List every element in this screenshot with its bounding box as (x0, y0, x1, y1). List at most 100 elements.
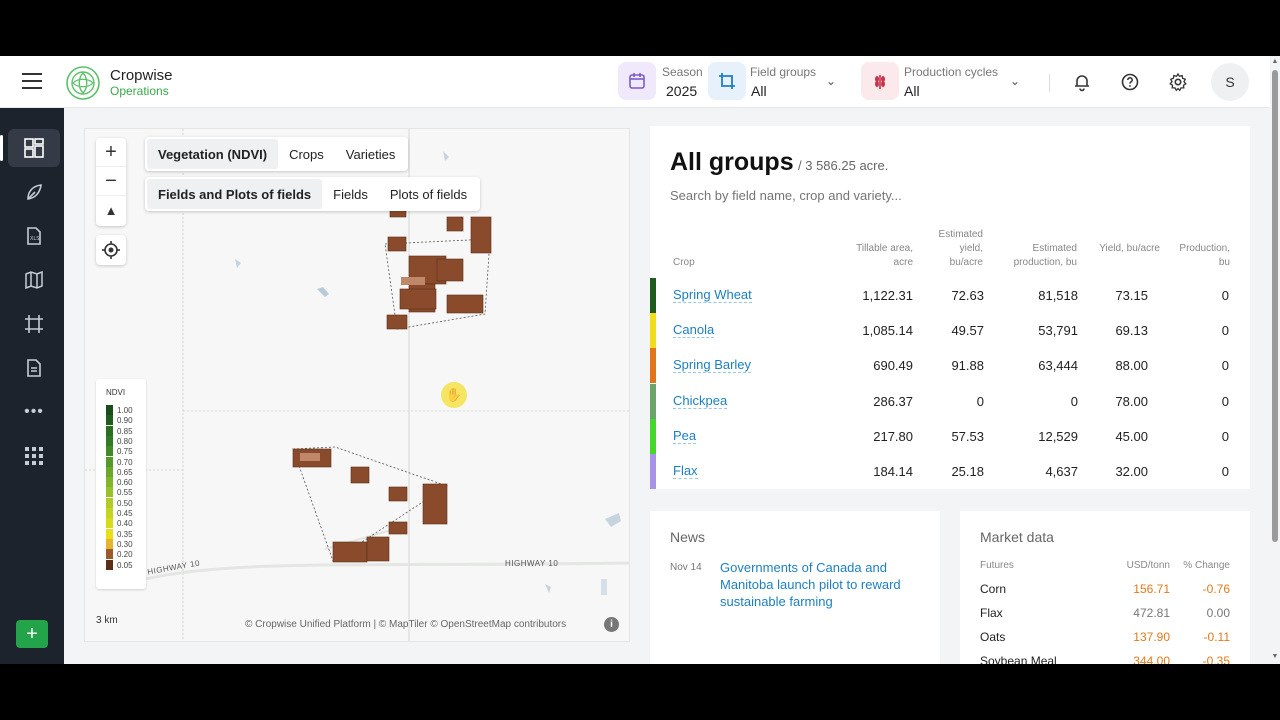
map-attribution: © Cropwise Unified Platform | © MapTiler… (245, 619, 567, 630)
more-icon[interactable]: ••• (24, 403, 44, 420)
cell-yield: 78.00 (1115, 393, 1148, 409)
production-cycles-selector[interactable] (861, 62, 899, 100)
scroll-up-icon[interactable]: ▲ (1271, 58, 1279, 65)
crop-link[interactable]: Spring Barley (673, 357, 752, 374)
crop-color-bar (650, 348, 656, 384)
help-icon[interactable] (1120, 72, 1140, 92)
legend-value: 0.35 (117, 529, 133, 539)
scrollbar-thumb[interactable] (1272, 70, 1278, 542)
crop-frame-icon (719, 73, 735, 89)
production-cycles-value[interactable]: All (904, 83, 920, 99)
wheat-icon (875, 75, 885, 89)
tab-fields[interactable]: Fields (322, 179, 379, 209)
crop-link[interactable]: Pea (673, 427, 697, 444)
legend-swatch (106, 559, 113, 570)
sidebar-item-fields[interactable] (8, 305, 60, 343)
cell-est-yield: 72.63 (951, 288, 984, 303)
news-link[interactable]: Governments of Canada and Manitoba launc… (720, 560, 901, 609)
tab-vegetation-ndvi[interactable]: Vegetation (NDVI) (147, 139, 279, 169)
header-divider (1049, 74, 1050, 92)
market-change: -0.11 (1203, 630, 1230, 644)
table-row[interactable]: Spring Barley 690.49 91.88 63,444 88.00 0 (650, 348, 1250, 384)
legend-value: 0.30 (117, 539, 133, 549)
legend-value: 0.05 (117, 560, 133, 570)
crop-link[interactable]: Flax (673, 463, 698, 479)
tab-crops[interactable]: Crops (278, 139, 335, 169)
season-value[interactable]: 2025 (666, 83, 698, 99)
cell-est-yield: 91.88 (951, 358, 984, 374)
market-commodity: Oats (980, 630, 1006, 644)
scroll-down-icon[interactable]: ▼ (1271, 653, 1279, 660)
crop-link[interactable]: Chickpea (673, 392, 728, 409)
cell-est-prod: 53,791 (1038, 323, 1078, 339)
field-groups-value[interactable]: All (751, 83, 767, 99)
target-icon (102, 241, 120, 259)
app-name: Cropwise (110, 67, 173, 84)
layer-tabs: Vegetation (NDVI) Crops Varieties (145, 137, 409, 171)
search-input[interactable] (670, 188, 1070, 203)
info-icon[interactable]: i (604, 617, 619, 632)
map-icon (25, 270, 43, 290)
add-button[interactable]: + (16, 620, 48, 648)
news-card: News Nov 14 Governments of Canada and Ma… (650, 511, 940, 664)
sidebar-item-apps[interactable] (8, 437, 60, 475)
legend-value: 0.80 (117, 436, 133, 446)
season-selector[interactable] (618, 62, 656, 100)
crop-link[interactable]: Canola (673, 322, 715, 339)
col-header-crop[interactable]: Crop (673, 257, 695, 268)
map-view[interactable]: HIGHWAY 10 HIGHWAY 10 + − ▲ Vegetation (… (84, 128, 630, 642)
chevron-down-icon[interactable]: ⌄ (1010, 74, 1021, 88)
chevron-down-icon[interactable]: ⌄ (826, 74, 837, 88)
user-avatar[interactable]: S (1211, 63, 1249, 101)
sidebar-item-crops[interactable] (8, 173, 60, 211)
legend-swatch (106, 528, 113, 539)
market-price: 137.90 (1133, 630, 1170, 644)
compass-icon[interactable]: ▲ (104, 203, 118, 218)
table-row[interactable]: Canola 1,085.14 49.57 53,791 69.13 0 (650, 313, 1250, 349)
fields-icon (25, 315, 43, 333)
legend-swatch (106, 538, 113, 549)
table-row[interactable]: Pea 217.80 57.53 12,529 45.00 0 (650, 418, 1250, 454)
tab-fields-and-plots[interactable]: Fields and Plots of fields (147, 179, 323, 209)
col-header-yield[interactable]: Yield, bu/acre (1099, 243, 1160, 254)
zoom-out-button[interactable]: − (96, 167, 126, 196)
locate-button[interactable] (96, 235, 126, 265)
sidebar-item-documents[interactable] (8, 349, 60, 387)
market-price: 344.00 (1133, 654, 1170, 664)
bell-icon[interactable] (1072, 72, 1092, 92)
cell-est-prod: 12,529 (1038, 428, 1078, 444)
cell-est-prod: 0 (1070, 393, 1078, 409)
table-row[interactable]: Chickpea 286.37 0 0 78.00 0 (650, 383, 1250, 419)
table-row[interactable]: Spring Wheat 1,122.31 72.63 81,518 73.15 0 (650, 278, 1250, 313)
col-header-est-yield[interactable]: Estimated yield, bu/acre (938, 229, 983, 268)
gear-icon[interactable] (1168, 72, 1188, 92)
zoom-in-button[interactable]: + (96, 138, 126, 167)
cell-prod: 0 (1221, 393, 1229, 409)
tab-varieties[interactable]: Varieties (335, 139, 407, 169)
sidebar-item-map[interactable] (8, 261, 60, 299)
market-commodity: Corn (980, 582, 1007, 596)
crop-link[interactable]: Spring Wheat (673, 287, 752, 303)
menu-icon[interactable] (22, 73, 42, 89)
col-header-tillable-area[interactable]: Tillable area, acre (856, 243, 913, 268)
market-header-change: % Change (1183, 560, 1230, 571)
col-header-production[interactable]: Production, bu (1179, 243, 1230, 268)
legend-value: 0.40 (117, 519, 133, 529)
road-label: HIGHWAY 10 (505, 559, 559, 568)
market-header-futures: Futures (980, 560, 1014, 571)
table-row[interactable]: Flax 184.14 25.18 4,637 32.00 0 (650, 454, 1250, 489)
legend-swatch (106, 477, 113, 488)
legend-value: 0.60 (117, 478, 133, 488)
scrollbar[interactable]: ▲ ▼ (1270, 56, 1280, 664)
col-header-est-production[interactable]: Estimated production, bu (1013, 243, 1077, 268)
cell-est-prod: 4,637 (1045, 464, 1078, 479)
tab-plots-of-fields[interactable]: Plots of fields (379, 179, 478, 209)
sidebar-item-reports[interactable]: XLS (8, 217, 60, 255)
market-commodity: Flax (980, 606, 1003, 620)
map-canvas[interactable] (85, 129, 630, 642)
legend-swatch (106, 518, 113, 529)
sidebar-item-dashboard[interactable] (0, 129, 60, 167)
map-scale: 3 km (96, 615, 118, 626)
app-frame: Cropwise Operations Season 2025 Field gr… (0, 56, 1280, 664)
field-groups-selector[interactable] (708, 62, 746, 100)
